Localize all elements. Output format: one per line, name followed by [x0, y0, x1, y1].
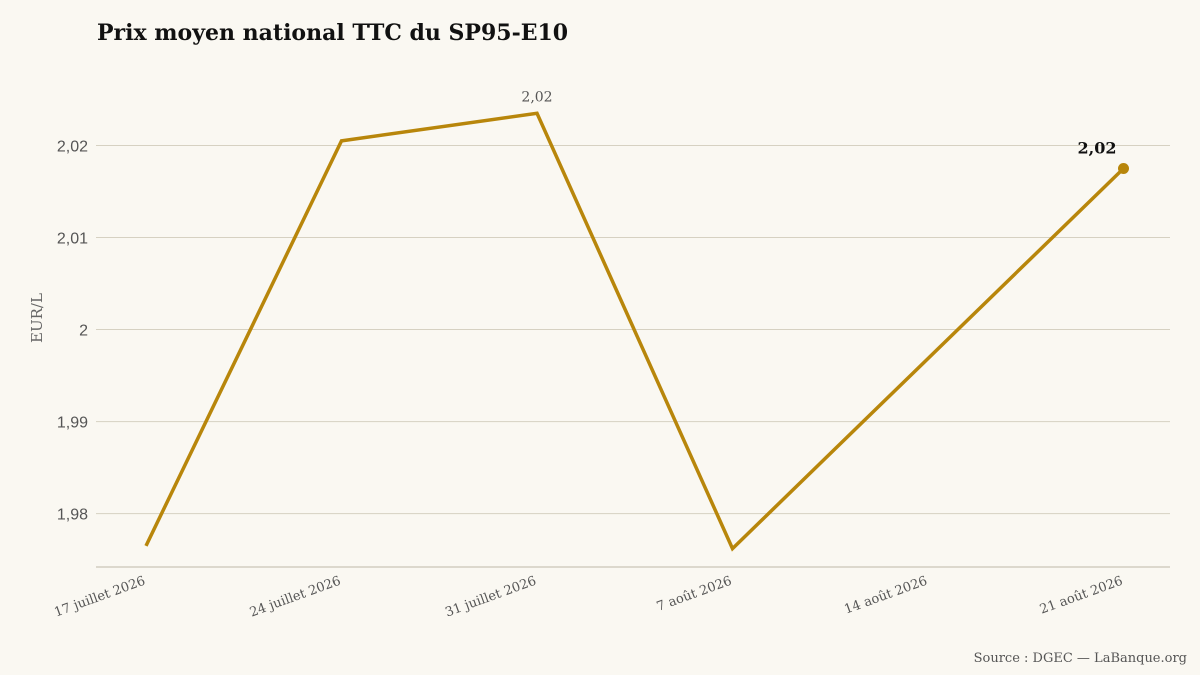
y-tick-label: 1,98 — [57, 507, 88, 524]
y-tick-label: 2,02 — [57, 138, 88, 155]
x-tick-label: 7 août 2026 — [655, 574, 734, 615]
data-label: 2,02 — [521, 89, 552, 105]
y-tick-label: 1,99 — [57, 415, 88, 432]
y-tick-label: 2 — [79, 323, 88, 340]
data-point-last — [1118, 162, 1129, 174]
data-label: 2,02 — [1078, 138, 1117, 157]
x-tick-label: 14 août 2026 — [842, 574, 929, 618]
series-line — [144, 111, 1125, 552]
x-tick-label: 21 août 2026 — [1038, 574, 1125, 618]
source-note: Source : DGEC — LaBanque.org — [973, 651, 1187, 666]
x-tick-label: 17 juillet 2026 — [52, 574, 147, 621]
chart-title: Prix moyen national TTC du SP95-E10 — [97, 20, 569, 46]
x-tick-label: 24 juillet 2026 — [248, 574, 343, 621]
x-tick-label: 31 juillet 2026 — [443, 574, 538, 621]
y-tick-label: 2,01 — [57, 231, 88, 248]
y-axis-label: EUR/L — [28, 293, 46, 343]
